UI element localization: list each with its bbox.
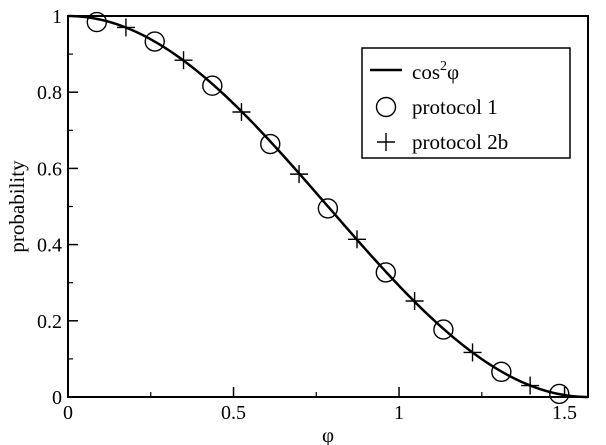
protocol-2b-point (116, 18, 135, 37)
protocol-1-point (317, 198, 339, 219)
protocol-2b-point (521, 376, 540, 395)
protocol-1-point (549, 383, 570, 405)
y-axis: 0 0.2 0.4 0.6 0.8 1 (37, 6, 78, 409)
legend-superscript: 2 (440, 59, 447, 74)
legend-plus-swatch (377, 133, 395, 151)
legend-label-protocol-1: protocol 1 (412, 95, 498, 119)
x-tick-label: 1.5 (552, 402, 577, 424)
y-tick-label: 0.2 (37, 311, 62, 333)
x-axis-title: φ (322, 423, 334, 445)
y-tick-label: 0.6 (37, 158, 62, 180)
protocol-2b-point (174, 51, 193, 70)
x-tick-label: 1 (394, 402, 404, 424)
legend-box (361, 47, 571, 159)
y-tick-label: 0 (52, 387, 62, 409)
y-axis-title: probability (5, 160, 29, 253)
legend-label-cos-squared: cos2φ (412, 59, 459, 84)
legend: cos2φ protocol 1 protocol 2b (361, 47, 571, 159)
protocol-1-point (144, 31, 165, 52)
protocol-1-point (375, 262, 396, 283)
protocol-1-point (491, 361, 512, 383)
protocol-1-point (433, 319, 454, 340)
protocol-1-point (202, 75, 223, 96)
protocol-2b-point (290, 165, 309, 184)
x-tick-label: 0.5 (221, 402, 246, 424)
x-axis: 0 0.5 1 1.5 (63, 387, 577, 424)
protocol-1-point (260, 133, 281, 155)
markers (86, 11, 570, 405)
protocol-2b-point (232, 103, 251, 122)
protocol-2b-point (405, 291, 424, 310)
legend-phi-text: φ (447, 60, 459, 84)
legend-circle-swatch (375, 96, 397, 118)
x-tick-label: 0 (63, 402, 73, 424)
cos-squared-curve (67, 14, 589, 399)
y-tick-label: 0.4 (37, 235, 62, 257)
legend-label-protocol-2b: protocol 2b (412, 130, 508, 154)
y-tick-label: 1 (52, 6, 62, 28)
legend-cos-text: cos (412, 60, 440, 84)
y-tick-label: 0.8 (37, 82, 62, 104)
protocol-2b-point (463, 343, 482, 362)
protocol-2b-point (347, 230, 366, 249)
protocol-1-point (86, 11, 108, 33)
